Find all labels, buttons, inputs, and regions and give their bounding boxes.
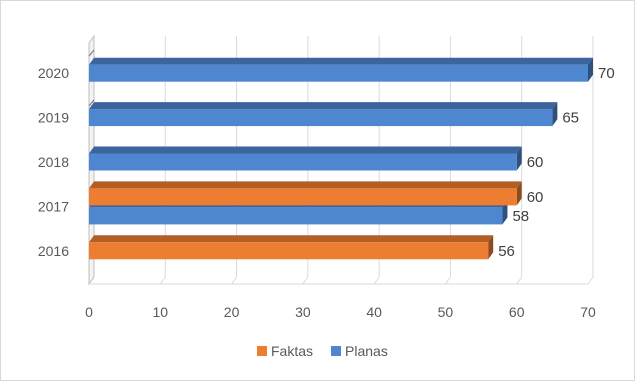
bar <box>89 102 558 127</box>
bars <box>89 57 593 260</box>
bar-front-face <box>89 207 503 225</box>
bar <box>89 57 593 82</box>
bar-end-face <box>552 102 558 127</box>
legend-swatch <box>331 346 342 356</box>
x-tick-label: 70 <box>580 304 596 320</box>
gridline-floor <box>445 276 451 285</box>
bar-end-face <box>488 235 494 260</box>
data-label: 60 <box>527 154 544 171</box>
bar-front-face <box>89 109 553 127</box>
bar-front-face <box>89 188 517 206</box>
x-tick-label: 30 <box>295 304 311 320</box>
bar-end-face <box>588 57 593 82</box>
y-tick-label: 2016 <box>38 243 69 259</box>
y-tick-label: 2020 <box>38 65 69 81</box>
x-tick-label: 10 <box>152 304 168 320</box>
bar-top-face <box>89 235 494 243</box>
x-tick-label: 50 <box>438 304 454 320</box>
bar-top-face <box>89 57 593 65</box>
bar-front-face <box>89 242 489 260</box>
y-tick-label: 2019 <box>38 110 69 126</box>
bar <box>89 235 494 260</box>
bar <box>89 181 522 206</box>
bar-end-face <box>516 146 522 171</box>
bar-front-face <box>89 153 517 171</box>
gridline-floor <box>231 276 237 285</box>
data-label: 70 <box>598 65 615 82</box>
x-tick-label: 60 <box>509 304 525 320</box>
data-label: 56 <box>498 243 515 260</box>
wall-hatch <box>88 99 95 107</box>
x-tick-label: 0 <box>85 304 93 320</box>
wall-hatch <box>88 49 95 57</box>
data-label: 65 <box>562 110 579 127</box>
y-axis-tick-labels: 2016 2017 2018 2019 2020 <box>38 65 69 259</box>
gridline-floor <box>159 276 166 285</box>
legend-label: Faktas <box>271 343 313 359</box>
gridline-floor <box>373 276 380 285</box>
bar-top-face <box>89 146 522 154</box>
bar-top-face <box>89 181 522 189</box>
x-tick-label: 40 <box>366 304 382 320</box>
data-label: 58 <box>512 208 529 225</box>
y-tick-label: 2017 <box>38 198 69 214</box>
gridline-floor <box>302 276 309 285</box>
gridline-floor <box>587 276 594 285</box>
bar <box>89 146 522 171</box>
bar-top-face <box>89 102 558 110</box>
x-tick-label: 20 <box>224 304 240 320</box>
legend-label: Planas <box>345 343 388 359</box>
bar-end-face <box>502 200 508 225</box>
legend-swatch <box>257 346 267 356</box>
bar-front-face <box>89 64 588 82</box>
x-axis-tick-labels: 0 10 20 30 40 50 60 70 <box>85 304 596 320</box>
bar-end-face <box>516 181 522 206</box>
legend: Faktas Planas <box>257 343 388 359</box>
y-tick-label: 2018 <box>38 154 69 170</box>
data-label: 60 <box>527 189 544 206</box>
gridline-floor <box>516 276 523 285</box>
data-labels: 56 58 60 60 65 70 <box>498 65 614 260</box>
